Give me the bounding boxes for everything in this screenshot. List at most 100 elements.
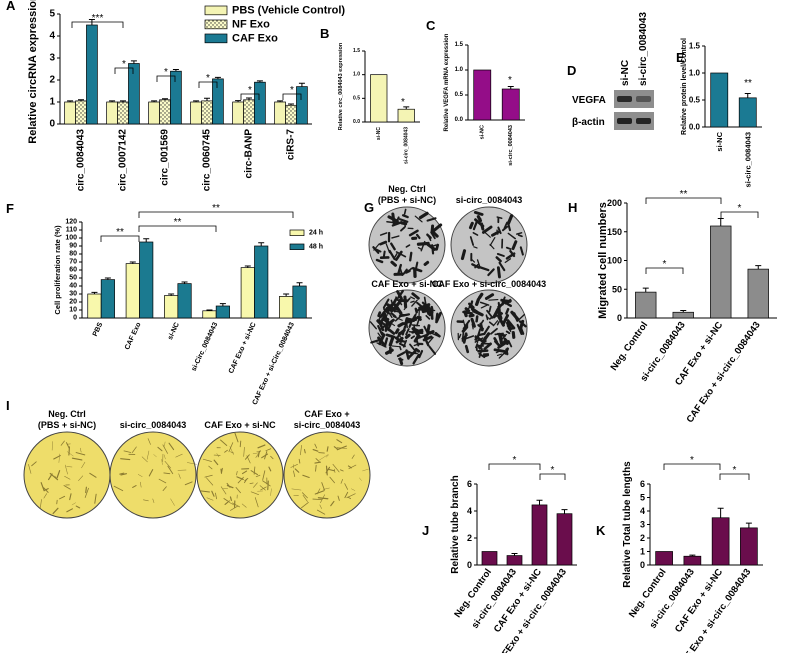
cell-mark [461, 330, 465, 342]
image-label: CAF Exo + si-NC [371, 279, 443, 289]
significance-label: * [206, 73, 210, 84]
error-bar [78, 99, 84, 101]
cell-mark [89, 472, 97, 478]
cell-mark [480, 222, 485, 231]
cell-mark [484, 293, 495, 300]
cell-mark [175, 453, 183, 458]
cell-mark [290, 464, 298, 468]
cell-mark [43, 487, 49, 493]
cell-mark [408, 229, 419, 237]
cell-mark [337, 495, 340, 501]
cell-mark [496, 353, 502, 357]
cell-mark [206, 477, 214, 486]
cell-mark [162, 444, 168, 454]
cell-mark [501, 301, 506, 306]
y-tick-label: 1.0 [689, 69, 701, 78]
cell-mark [162, 486, 167, 492]
panel-letter: F [6, 201, 14, 216]
blot-band [636, 118, 651, 124]
error-bar [536, 499, 543, 505]
cell-mark [347, 496, 352, 500]
cell-mark [519, 326, 525, 335]
cell-mark [369, 321, 377, 330]
panel-letter: H [568, 200, 577, 215]
cell-mark [415, 261, 419, 270]
cell-mark [250, 491, 260, 496]
cell-mark [244, 454, 250, 460]
y-tick-label: 0 [73, 315, 77, 322]
significance-bracket [663, 463, 721, 470]
cell-mark [395, 296, 399, 301]
cell-mark [65, 442, 70, 449]
cell-mark [496, 308, 503, 320]
cell-mark [249, 482, 254, 485]
cell-mark [462, 332, 468, 344]
cell-mark [383, 312, 388, 320]
y-tick-label: 110 [66, 227, 77, 234]
cell-mark [178, 473, 181, 479]
cell-mark [477, 216, 482, 220]
cell-mark [303, 449, 306, 454]
legend-label: 24 h [309, 229, 323, 236]
bar [397, 108, 415, 123]
cell-mark [380, 324, 386, 330]
error-bar [193, 100, 200, 102]
bar [201, 100, 213, 125]
cell-mark [498, 350, 507, 359]
cell-mark [253, 466, 256, 475]
cell-mark [511, 240, 518, 251]
cell-mark [472, 231, 479, 236]
bar [128, 63, 140, 125]
cell-mark [504, 258, 512, 264]
cell-mark [236, 470, 238, 476]
cell-mark [496, 266, 501, 279]
blot-strip [614, 90, 654, 108]
image-label: (PBS + si-NC) [378, 195, 436, 205]
cell-mark [379, 240, 388, 246]
significance-bracket [645, 197, 722, 204]
cell-mark [505, 246, 512, 250]
cell-mark [404, 269, 411, 274]
y-tick-label: 6 [640, 479, 645, 489]
significance-bracket [138, 225, 217, 232]
cell-mark [40, 482, 45, 492]
cell-mark [43, 493, 48, 499]
cell-mark [507, 222, 512, 232]
cell-mark [416, 319, 420, 327]
cell-mark [243, 446, 245, 457]
dish [23, 431, 111, 519]
cell-mark [28, 463, 32, 474]
cell-mark [431, 244, 437, 248]
cell-mark [119, 472, 125, 475]
cell-mark [158, 478, 167, 484]
y-tick-label: 1.5 [455, 42, 464, 48]
row-label: VEGFA [572, 95, 606, 106]
error-bar [204, 97, 210, 101]
cell-mark [427, 336, 434, 345]
x-tick-label: si-NC [376, 127, 382, 140]
cell-mark [220, 486, 227, 495]
cell-mark [403, 306, 407, 311]
cell-mark [229, 496, 232, 501]
cell-mark [481, 225, 493, 234]
cell-mark [375, 258, 384, 264]
bar [274, 101, 286, 125]
cell-mark [312, 498, 323, 501]
cell-mark [500, 298, 512, 303]
error-bar [511, 553, 518, 556]
cell-mark [405, 328, 410, 336]
cell-mark [423, 260, 430, 266]
y-tick-label: 0 [640, 560, 645, 570]
cell-mark [507, 232, 516, 240]
cell-mark [75, 452, 86, 456]
cell-mark [113, 485, 124, 492]
cell-mark [235, 487, 241, 494]
cell-mark [488, 321, 494, 326]
x-tick-label: CAF Exo + si-NC [228, 322, 258, 375]
significance-bracket [282, 93, 302, 100]
y-tick-label: 1 [49, 97, 55, 108]
significance-label: * [551, 465, 555, 476]
cell-mark [376, 319, 383, 326]
y-tick-label: 150 [607, 227, 622, 237]
